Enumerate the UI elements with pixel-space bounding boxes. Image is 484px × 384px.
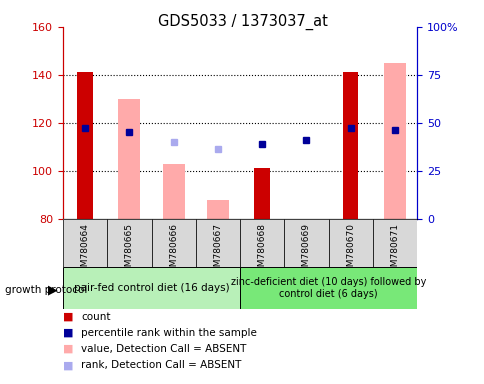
Text: GSM780665: GSM780665 — [125, 223, 134, 278]
Text: pair-fed control diet (16 days): pair-fed control diet (16 days) — [74, 283, 229, 293]
Bar — [162, 164, 184, 219]
Bar — [63, 267, 240, 309]
Bar — [372, 219, 416, 267]
Bar — [196, 219, 240, 267]
Text: GSM780668: GSM780668 — [257, 223, 266, 278]
Bar — [342, 73, 358, 219]
Bar — [63, 219, 107, 267]
Bar — [240, 219, 284, 267]
Text: ■: ■ — [63, 344, 74, 354]
Text: percentile rank within the sample: percentile rank within the sample — [81, 328, 257, 338]
Text: ■: ■ — [63, 360, 74, 370]
Bar — [151, 219, 196, 267]
Text: GSM780671: GSM780671 — [390, 223, 399, 278]
Text: GSM780666: GSM780666 — [169, 223, 178, 278]
Text: ■: ■ — [63, 328, 74, 338]
Text: GSM780667: GSM780667 — [213, 223, 222, 278]
Bar — [383, 63, 405, 219]
Bar — [107, 219, 151, 267]
Text: zinc-deficient diet (10 days) followed by
control diet (6 days): zinc-deficient diet (10 days) followed b… — [230, 277, 425, 299]
Bar — [254, 169, 270, 219]
Bar — [284, 219, 328, 267]
Text: GSM780669: GSM780669 — [302, 223, 310, 278]
Bar — [77, 73, 93, 219]
Text: value, Detection Call = ABSENT: value, Detection Call = ABSENT — [81, 344, 246, 354]
Bar — [207, 200, 228, 219]
Text: count: count — [81, 312, 111, 322]
Bar — [328, 219, 372, 267]
Text: GDS5033 / 1373037_at: GDS5033 / 1373037_at — [157, 13, 327, 30]
Text: ▶: ▶ — [47, 283, 57, 296]
Text: growth protocol: growth protocol — [5, 285, 87, 295]
Text: rank, Detection Call = ABSENT: rank, Detection Call = ABSENT — [81, 360, 242, 370]
Text: GSM780670: GSM780670 — [346, 223, 354, 278]
Bar — [240, 267, 416, 309]
Text: ■: ■ — [63, 312, 74, 322]
Bar — [118, 99, 140, 219]
Text: GSM780664: GSM780664 — [80, 223, 90, 278]
